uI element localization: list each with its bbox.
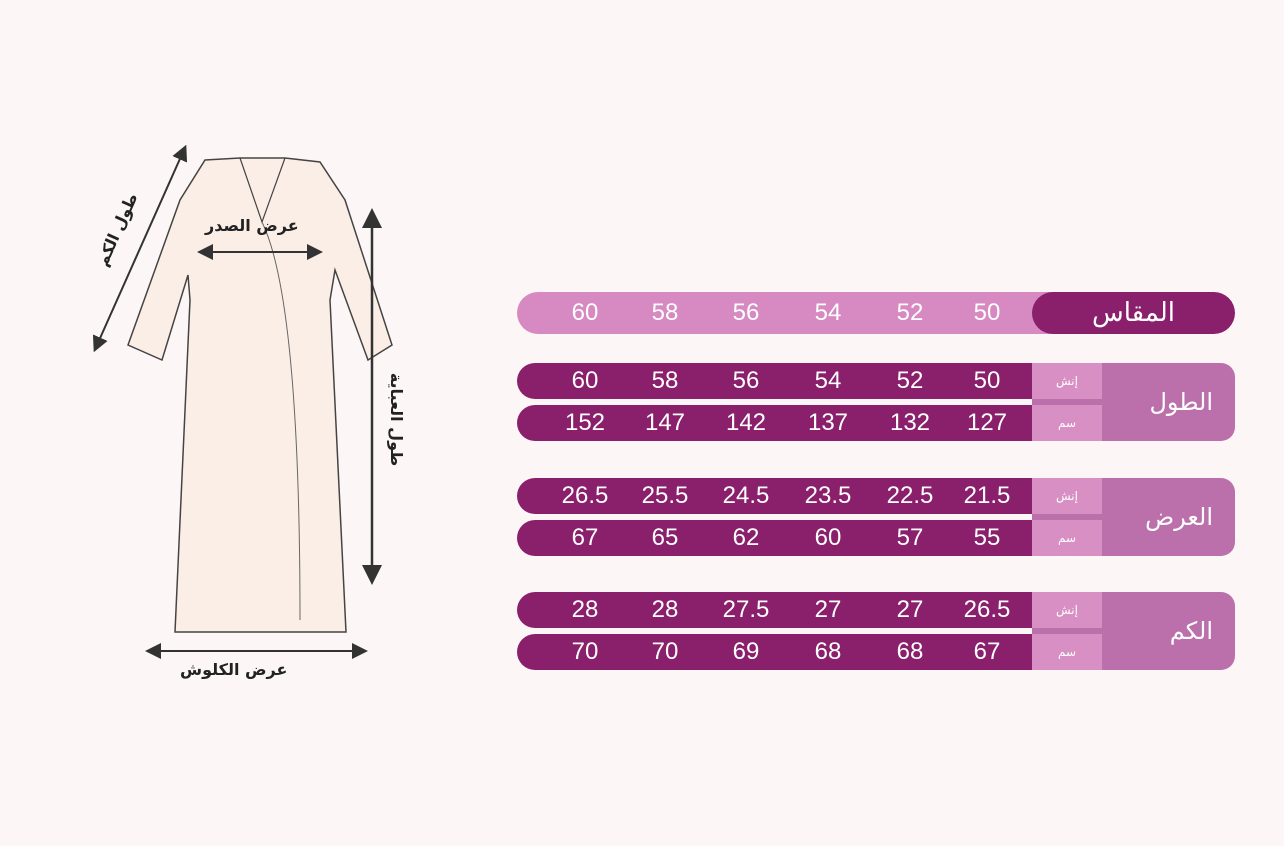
measurement-value: 26.5 xyxy=(963,596,1011,623)
measurement-value: 27.5 xyxy=(722,596,770,623)
measurement-value: 65 xyxy=(651,524,679,551)
measurement-value: 25.5 xyxy=(641,482,689,509)
unit-label: سم xyxy=(1032,405,1102,441)
size-row: 50 52 54 56 58 60 المقاس xyxy=(517,292,1235,334)
measurement-value: 68 xyxy=(814,638,842,665)
size-value: 58 xyxy=(651,299,679,326)
measurement-value: 28 xyxy=(571,596,599,623)
measurement-value: 67 xyxy=(571,524,599,551)
measurement-row: 26.5 27 27 27.5 28 28 إنش xyxy=(517,592,1102,628)
measurement-value: 142 xyxy=(725,409,767,436)
measurement-value: 23.5 xyxy=(804,482,852,509)
measurement-value: 137 xyxy=(807,409,849,436)
measurement-value: 60 xyxy=(571,367,599,394)
measurement-value: 54 xyxy=(814,367,842,394)
unit-label: إنش xyxy=(1032,478,1102,514)
measurement-row: 127 132 137 142 147 152 سم xyxy=(517,405,1102,441)
measurement-value: 67 xyxy=(973,638,1001,665)
measurement-row: 21.5 22.5 23.5 24.5 25.5 26.5 إنش xyxy=(517,478,1102,514)
measurement-value: 60 xyxy=(814,524,842,551)
size-label: المقاس xyxy=(1032,292,1235,334)
measurement-row: 55 57 60 62 65 67 سم xyxy=(517,520,1102,556)
measurement-value: 69 xyxy=(732,638,760,665)
measurement-value: 70 xyxy=(571,638,599,665)
measurement-value: 57 xyxy=(896,524,924,551)
measurement-value: 24.5 xyxy=(722,482,770,509)
measurement-value: 27 xyxy=(814,596,842,623)
unit-label: إنش xyxy=(1032,363,1102,399)
size-value: 50 xyxy=(973,299,1001,326)
measurement-value: 152 xyxy=(564,409,606,436)
measurement-value: 22.5 xyxy=(886,482,934,509)
abaya-outline xyxy=(127,157,393,633)
measurement-value: 68 xyxy=(896,638,924,665)
measurement-value: 56 xyxy=(732,367,760,394)
measurement-value: 28 xyxy=(651,596,679,623)
measurement-value: 55 xyxy=(973,524,1001,551)
unit-label: سم xyxy=(1032,634,1102,670)
measurement-value: 62 xyxy=(732,524,760,551)
abaya-length-label: طول العباية xyxy=(387,372,407,467)
measurement-row: 67 68 68 69 70 70 سم xyxy=(517,634,1102,670)
measurement-value: 58 xyxy=(651,367,679,394)
measurement-value: 132 xyxy=(889,409,931,436)
size-value: 56 xyxy=(732,299,760,326)
size-value: 54 xyxy=(814,299,842,326)
measurement-value: 52 xyxy=(896,367,924,394)
measurement-value: 50 xyxy=(973,367,1001,394)
unit-label: إنش xyxy=(1032,592,1102,628)
size-value: 60 xyxy=(571,299,599,326)
measurement-row: 50 52 54 56 58 60 إنش xyxy=(517,363,1102,399)
chest-width-label: عرض الصدر xyxy=(205,216,299,235)
measurement-value: 21.5 xyxy=(963,482,1011,509)
hem-width-label: عرض الكلوش xyxy=(180,660,288,679)
size-value: 52 xyxy=(896,299,924,326)
measurement-value: 27 xyxy=(896,596,924,623)
measurement-value: 147 xyxy=(644,409,686,436)
abaya-diagram xyxy=(92,144,393,659)
unit-label: سم xyxy=(1032,520,1102,556)
measurement-value: 26.5 xyxy=(561,482,609,509)
measurement-value: 70 xyxy=(651,638,679,665)
measurement-value: 127 xyxy=(966,409,1008,436)
